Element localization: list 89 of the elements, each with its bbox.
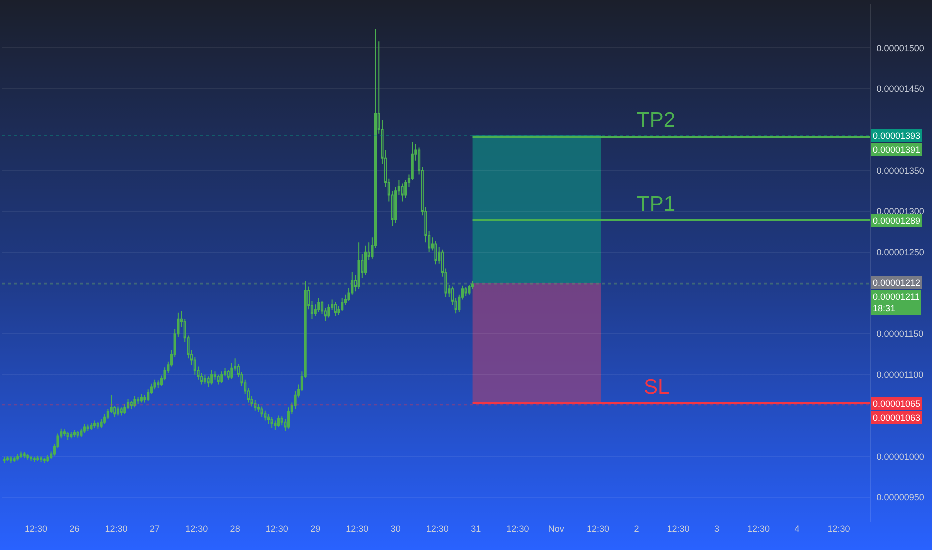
- candlestick: [464, 287, 468, 297]
- candlestick: [120, 407, 123, 416]
- candlestick: [214, 371, 217, 380]
- candlestick: [270, 416, 274, 429]
- candlestick: [334, 302, 337, 317]
- x-tick-label: 12:30: [506, 524, 530, 534]
- y-tick-label: 0.00000950: [876, 492, 924, 503]
- x-tick-label: 28: [230, 524, 240, 534]
- candlestick: [154, 379, 156, 390]
- candlestick: [468, 284, 471, 296]
- x-tick-label: 12:30: [426, 524, 449, 534]
- y-tick-label: 0.00001100: [876, 370, 924, 380]
- candlestick: [20, 451, 23, 459]
- x-tick-label: 12:30: [667, 524, 690, 534]
- candlestick: [13, 456, 16, 463]
- ref-line-label: 0.00001393: [873, 131, 921, 141]
- annotation: SL: [644, 376, 670, 399]
- x-tick-label: 12:30: [186, 524, 208, 534]
- candlestick: [63, 429, 66, 437]
- y-tick-label: 0.00001500: [876, 43, 924, 54]
- candlestick: [157, 380, 160, 389]
- x-tick-label: 12:30: [748, 524, 770, 534]
- candlestick: [33, 456, 36, 463]
- candlestick: [76, 430, 80, 438]
- candlestick: [10, 456, 13, 464]
- candlestick: [30, 455, 33, 462]
- x-tick-label: 12:30: [25, 524, 48, 534]
- x-tick-label: 12:30: [266, 524, 288, 534]
- candlestick: [40, 456, 43, 463]
- y-tick-label: 0.00001150: [876, 329, 924, 340]
- annotation: TP1: [637, 193, 676, 216]
- candlestick: [26, 454, 30, 460]
- x-tick-label: 26: [70, 524, 80, 534]
- candlestick: [104, 414, 106, 424]
- text: 18:31: [873, 304, 896, 314]
- x-tick-label: 4: [794, 524, 800, 534]
- candlestick: [257, 404, 260, 414]
- candlestick: [358, 242, 360, 290]
- x-tick-label: 12:30: [105, 524, 128, 534]
- ref-line-label: 0.00001063: [873, 413, 921, 423]
- candlestick: [434, 240, 438, 266]
- candlestick: [124, 404, 126, 415]
- candlestick: [260, 406, 264, 418]
- ref-line-label: 0.00001391: [873, 145, 921, 155]
- x-tick-label: 31: [471, 524, 482, 534]
- candlestick: [96, 422, 100, 430]
- ref-line-label: 0.00001212: [873, 278, 921, 288]
- candlestick: [66, 432, 70, 441]
- candlestick: [264, 410, 267, 422]
- x-tick-label: 29: [310, 524, 321, 534]
- candlestick: [134, 396, 136, 408]
- y-tick-label: 0.00001450: [876, 84, 924, 94]
- candlestick: [217, 374, 220, 386]
- y-tick-label: 0.00001250: [876, 248, 924, 258]
- candlestick: [70, 432, 73, 440]
- x-tick-label: 27: [150, 524, 160, 534]
- ref-line-label: 0.00001211: [873, 292, 920, 302]
- candlestick: [136, 396, 140, 405]
- candlestick: [16, 454, 20, 462]
- candlestick: [83, 423, 86, 434]
- candlestick: [254, 400, 257, 412]
- candlestick: [318, 298, 320, 313]
- candlestick: [341, 298, 344, 312]
- x-tick-label: 30: [390, 524, 401, 534]
- candlestick: [328, 304, 330, 318]
- y-tick-label: 0.00001300: [876, 206, 924, 217]
- annotation: TP2: [637, 109, 676, 132]
- candlestick: [401, 183, 404, 202]
- candlestick: [80, 428, 83, 438]
- ref-line-label: 0.00001065: [873, 399, 921, 409]
- x-tick-label: 12:30: [586, 524, 610, 534]
- x-tick-label: 3: [714, 524, 720, 534]
- x-tick-label: 12:30: [828, 524, 850, 534]
- y-tick-label: 0.00001350: [876, 166, 924, 176]
- candlestick: [46, 454, 50, 463]
- x-tick-label: Nov: [548, 524, 565, 534]
- x-tick-label: 12:30: [346, 524, 369, 534]
- y-tick-label: 0.00001000: [876, 452, 924, 462]
- candlestick: [3, 456, 6, 464]
- candlestick: [90, 422, 93, 431]
- candlestick: [73, 430, 76, 438]
- candlestick: [267, 414, 270, 424]
- candlestick: [43, 458, 46, 464]
- candlestick: [220, 371, 224, 384]
- x-tick-label: 2: [634, 524, 640, 534]
- candlestick: [274, 420, 277, 431]
- candlestick: [86, 424, 90, 432]
- candlestick: [23, 452, 26, 459]
- ref-line-label: 0.00001289: [873, 216, 921, 226]
